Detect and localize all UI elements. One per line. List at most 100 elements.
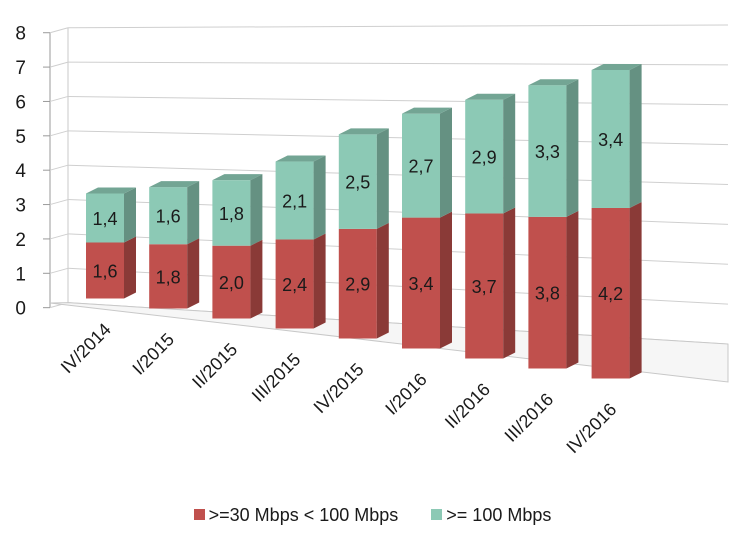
- legend-swatch-series-1: [193, 509, 205, 520]
- bar-side-face: [566, 210, 579, 369]
- bar-segment-2: 1,8: [212, 174, 263, 246]
- bar-side-face: [503, 207, 516, 359]
- legend-swatch-series-2: [431, 509, 443, 520]
- bar-front-face: [86, 242, 124, 299]
- side-gridline: [49, 267, 69, 274]
- bar-side-face: [629, 63, 642, 208]
- data-label: 1,6: [92, 262, 117, 282]
- bar-side-face: [376, 128, 389, 229]
- bar-side-face: [503, 93, 516, 214]
- data-label: 2,0: [219, 273, 244, 293]
- bar-front-face: [465, 99, 504, 214]
- bar-segment-1: 1,8: [149, 238, 200, 309]
- side-gridline: [49, 95, 69, 102]
- bar-front-face: [149, 244, 188, 309]
- bar-side-face: [250, 174, 263, 246]
- x-tick-label: III/2016: [501, 389, 558, 446]
- legend-item-series-2: >= 100 Mbps: [431, 505, 551, 526]
- y-tick-label: 3: [15, 196, 26, 217]
- data-label: 3,3: [535, 142, 560, 162]
- bar-front-face: [275, 239, 314, 329]
- bar-top-face: [275, 155, 326, 162]
- data-label: 4,2: [598, 284, 623, 304]
- bar-front-face: [591, 207, 630, 379]
- data-label: 2,9: [345, 275, 370, 295]
- data-label: 3,4: [598, 130, 623, 150]
- bar-front-face: [528, 85, 567, 217]
- bar-segment-1: 2,4: [275, 233, 326, 329]
- side-gridline: [49, 233, 69, 240]
- x-tick-label: IV/2016: [562, 399, 620, 457]
- bar-segment-2: 2,9: [465, 93, 516, 214]
- x-tick-label: IV/2015: [310, 359, 368, 417]
- legend-item-series-1: >=30 Mbps < 100 Mbps: [193, 505, 399, 526]
- data-label: 2,4: [282, 275, 307, 295]
- bar-top-face: [338, 128, 389, 135]
- bar-segment-2: 1,4: [86, 187, 136, 243]
- y-tick-label: 1: [15, 264, 26, 285]
- bar-front-face: [86, 193, 124, 243]
- stacked-bar-chart: 0 1 2 3 4 5 6 7 8 1,6 1,4 1,8 1,6 2,0 1,8 2,4 2,1 2,9 2,5…: [15, 24, 729, 457]
- legend-label-series-1: >=30 Mbps < 100 Mbps: [208, 505, 399, 525]
- data-label: 3,4: [408, 274, 433, 294]
- bar-segment-2: 1,6: [149, 181, 200, 245]
- bar-front-face: [402, 217, 440, 349]
- data-label: 3,7: [472, 277, 497, 297]
- y-tick-label: 2: [15, 230, 26, 251]
- side-gridline: [49, 27, 69, 34]
- bar-top-face: [528, 79, 579, 86]
- x-tick-label: IV/2014: [57, 319, 115, 377]
- bar-top-face: [149, 181, 200, 188]
- y-axis-ticks: 0 1 2 3 4 5 6 7 8: [15, 24, 26, 320]
- y-tick-label: 8: [15, 24, 26, 45]
- x-tick-label: II/2016: [441, 379, 494, 432]
- bar-top-face: [591, 63, 642, 70]
- bar-front-face: [212, 245, 251, 319]
- bar-segment-1: 2,9: [338, 222, 389, 339]
- bar-side-face: [313, 155, 326, 240]
- bar-segment-2: 3,3: [528, 79, 579, 217]
- side-gridline: [49, 164, 69, 171]
- bar-segment-2: 3,4: [591, 63, 642, 208]
- bar-side-face: [440, 107, 452, 218]
- bar-side-face: [313, 233, 326, 329]
- y-tick-label: 4: [15, 161, 26, 182]
- bar-side-face: [187, 238, 200, 309]
- x-tick-label: I/2016: [381, 369, 431, 419]
- x-tick-label: I/2015: [128, 329, 178, 379]
- legend: >=30 Mbps < 100 Mbps >= 100 Mbps: [0, 505, 745, 526]
- bar-side-face: [566, 79, 579, 217]
- data-label: 1,8: [156, 267, 181, 287]
- y-tick-label: 5: [15, 127, 26, 148]
- x-tick-label: III/2015: [248, 349, 305, 406]
- bar-front-face: [338, 134, 377, 229]
- bar-front-face: [338, 228, 377, 339]
- bar-segment-1: 4,2: [591, 201, 642, 379]
- bar-side-face: [124, 187, 136, 243]
- data-label: 1,4: [92, 209, 117, 229]
- bar-top-face: [465, 93, 516, 100]
- data-label: 1,6: [156, 207, 181, 227]
- data-label: 1,8: [219, 204, 244, 224]
- bar-front-face: [275, 161, 314, 240]
- bar-front-face: [528, 216, 567, 369]
- bar-side-face: [187, 181, 200, 245]
- bar-segment-1: 3,4: [402, 211, 452, 349]
- bar-side-face: [250, 239, 263, 319]
- side-gridline: [49, 130, 69, 137]
- data-label: 2,1: [282, 192, 307, 212]
- bar-front-face: [149, 187, 188, 245]
- legend-label-series-2: >= 100 Mbps: [446, 505, 552, 525]
- side-gridline: [49, 199, 69, 206]
- side-gridline: [49, 61, 69, 68]
- y-tick-label: 0: [15, 299, 26, 320]
- bar-side-face: [124, 236, 136, 299]
- bar-side-face: [440, 211, 452, 349]
- bar-top-face: [86, 187, 136, 194]
- bar-front-face: [212, 180, 251, 246]
- bar-side-face: [629, 201, 642, 379]
- bar-top-face: [402, 107, 452, 114]
- bar-segment-2: 2,7: [402, 107, 452, 218]
- y-tick-label: 6: [15, 92, 26, 113]
- bar-segment-2: 2,5: [338, 128, 389, 229]
